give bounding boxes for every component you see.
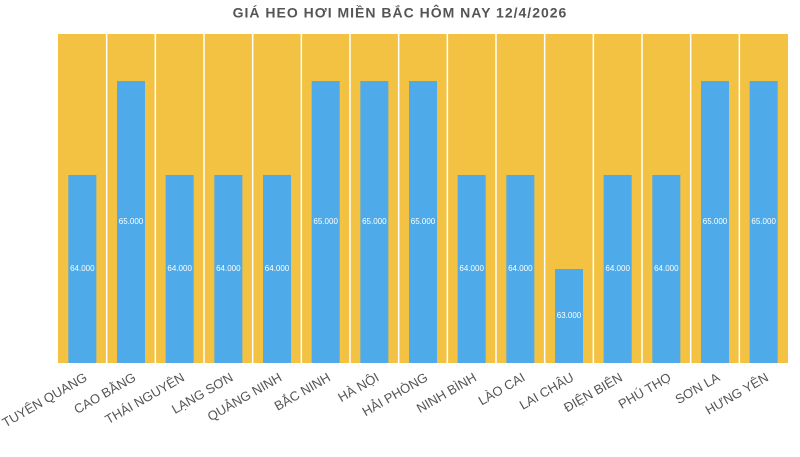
bar: [214, 175, 243, 363]
value-label: 64.000: [654, 264, 679, 273]
bar: [165, 175, 194, 363]
bar: [701, 81, 729, 363]
value-label: 64.000: [459, 264, 484, 273]
bar: [506, 175, 535, 363]
bar: [409, 81, 437, 363]
bar: [749, 81, 778, 363]
bar: [263, 175, 291, 363]
value-label: 63.000: [557, 311, 582, 320]
bar: [457, 175, 486, 363]
value-label: 64.000: [70, 264, 95, 273]
x-tick-label: TUYÊN QUANG: [0, 370, 90, 431]
value-label: 64.000: [265, 264, 290, 273]
value-label: 64.000: [167, 264, 192, 273]
value-label: 64.000: [605, 264, 630, 273]
value-label: 64.000: [508, 264, 533, 273]
value-label: 65.000: [119, 217, 144, 226]
value-label: 65.000: [313, 217, 338, 226]
value-label: 65.000: [751, 217, 776, 226]
x-tick-label: PHÚ THỌ: [616, 370, 674, 412]
value-label: 65.000: [411, 217, 436, 226]
bar: [360, 81, 389, 363]
bar: [311, 81, 340, 363]
chart-title: GIÁ HEO HƠI MIỀN BẮC HÔM NAY 12/4/2026: [233, 4, 568, 21]
bar: [555, 269, 583, 363]
bar: [652, 175, 681, 363]
x-tick-label: BẮC NINH: [272, 370, 333, 414]
value-label: 64.000: [216, 264, 241, 273]
value-label: 65.000: [703, 217, 728, 226]
bar: [68, 175, 97, 363]
value-label: 65.000: [362, 217, 387, 226]
bar: [117, 81, 145, 363]
bar: [603, 175, 632, 363]
